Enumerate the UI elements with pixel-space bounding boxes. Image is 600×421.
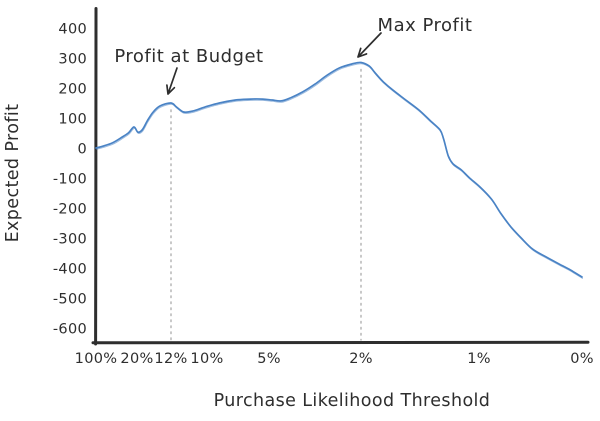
x-tick-label: 2%: [349, 351, 373, 367]
y-tick-label: -200: [53, 202, 87, 218]
x-tick-label: 100%: [75, 351, 118, 367]
max-profit-annotation: Max Profit: [378, 15, 473, 36]
y-tick-label: -600: [53, 322, 87, 338]
profit-curve-sketch-echo: [96, 63, 583, 279]
y-tick-label: 200: [58, 82, 87, 98]
x-axis-label: Purchase Likelihood Threshold: [214, 391, 491, 411]
profit-curve: [95, 61, 583, 278]
y-tick-label: 300: [58, 52, 87, 68]
y-tick-label: 0: [77, 142, 87, 158]
y-tick-label: -300: [53, 232, 87, 248]
x-axis: [91, 340, 590, 345]
x-tick-label: 12%: [154, 351, 187, 367]
budget-annotation: Profit at Budget: [114, 46, 263, 67]
y-tick-label: -500: [53, 292, 87, 308]
x-tick-label: 10%: [190, 351, 223, 367]
max-profit-arrow: [357, 32, 382, 58]
y-axis-label: Expected Profit: [3, 104, 23, 243]
x-tick-label: 1%: [467, 351, 491, 367]
x-tick-label: 0%: [570, 351, 594, 367]
x-tick-label: 20%: [120, 351, 153, 367]
y-tick-label: 100: [58, 112, 87, 128]
budget-arrow: [166, 67, 178, 95]
y-tick-label: -400: [53, 262, 87, 278]
y-tick-label: 400: [58, 22, 87, 38]
y-tick-label: -100: [53, 172, 87, 188]
x-tick-label: 5%: [257, 351, 281, 367]
